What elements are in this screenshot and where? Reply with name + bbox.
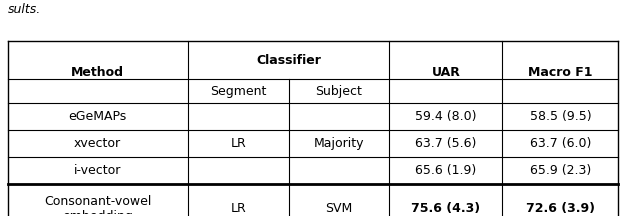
Text: SVM: SVM — [326, 202, 352, 215]
Text: Segment: Segment — [210, 85, 266, 98]
Text: 63.7 (6.0): 63.7 (6.0) — [530, 137, 591, 150]
Text: 63.7 (5.6): 63.7 (5.6) — [415, 137, 476, 150]
Text: LR: LR — [230, 137, 246, 150]
Text: 75.6 (4.3): 75.6 (4.3) — [411, 202, 480, 215]
Text: sults.: sults. — [8, 3, 41, 16]
Text: 65.6 (1.9): 65.6 (1.9) — [415, 164, 476, 177]
Text: Majority: Majority — [314, 137, 364, 150]
Text: xvector: xvector — [74, 137, 121, 150]
Text: LR: LR — [230, 202, 246, 215]
Text: Classifier: Classifier — [256, 54, 321, 67]
Text: Macro F1: Macro F1 — [528, 66, 593, 79]
Text: 72.6 (3.9): 72.6 (3.9) — [526, 202, 595, 215]
Text: Consonant-vowel
embedding: Consonant-vowel embedding — [44, 195, 151, 216]
Text: 58.5 (9.5): 58.5 (9.5) — [530, 110, 592, 123]
Text: 59.4 (8.0): 59.4 (8.0) — [415, 110, 476, 123]
Text: UAR: UAR — [431, 66, 460, 79]
Text: eGeMAPs: eGeMAPs — [68, 110, 126, 123]
Text: 65.9 (2.3): 65.9 (2.3) — [530, 164, 591, 177]
Text: Method: Method — [71, 66, 124, 79]
Text: Subject: Subject — [316, 85, 362, 98]
Text: i-vector: i-vector — [74, 164, 121, 177]
